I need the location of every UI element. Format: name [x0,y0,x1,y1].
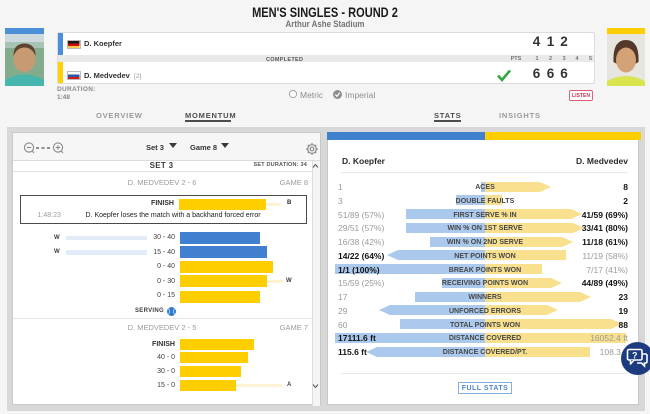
svg-text:?: ? [632,350,638,360]
